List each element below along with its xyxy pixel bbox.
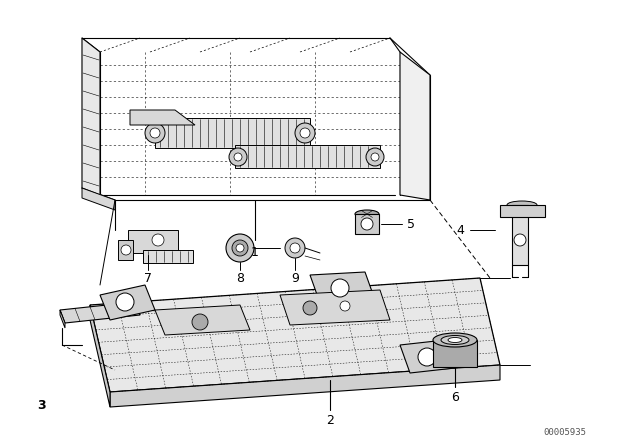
Circle shape	[236, 244, 244, 252]
Circle shape	[514, 234, 526, 246]
Polygon shape	[82, 38, 100, 195]
Text: 3: 3	[38, 399, 46, 412]
Polygon shape	[433, 340, 477, 367]
Circle shape	[145, 123, 165, 143]
Ellipse shape	[448, 337, 462, 343]
Circle shape	[331, 279, 349, 297]
Ellipse shape	[441, 336, 469, 345]
Polygon shape	[60, 310, 65, 328]
Text: 2: 2	[326, 414, 334, 426]
Polygon shape	[400, 52, 430, 200]
Text: 1: 1	[251, 246, 259, 258]
Polygon shape	[110, 365, 500, 407]
Polygon shape	[90, 278, 500, 392]
Circle shape	[361, 218, 373, 230]
Polygon shape	[100, 285, 155, 320]
Circle shape	[285, 238, 305, 258]
Polygon shape	[235, 145, 380, 168]
Circle shape	[371, 153, 379, 161]
Circle shape	[234, 153, 242, 161]
Polygon shape	[355, 214, 379, 234]
Text: 8: 8	[236, 271, 244, 284]
Circle shape	[340, 301, 350, 311]
Circle shape	[295, 123, 315, 143]
Text: 9: 9	[291, 271, 299, 284]
Text: 7: 7	[144, 271, 152, 284]
Circle shape	[121, 245, 131, 255]
Ellipse shape	[355, 210, 379, 218]
Polygon shape	[82, 188, 115, 210]
Text: 6: 6	[451, 391, 459, 404]
Circle shape	[418, 348, 436, 366]
Circle shape	[229, 148, 247, 166]
Ellipse shape	[433, 333, 477, 347]
Circle shape	[232, 240, 248, 256]
Text: 4: 4	[456, 224, 464, 237]
Polygon shape	[310, 272, 375, 303]
Polygon shape	[128, 230, 178, 253]
Polygon shape	[400, 340, 455, 373]
Circle shape	[290, 243, 300, 253]
Polygon shape	[143, 250, 193, 263]
Circle shape	[192, 314, 208, 330]
Polygon shape	[500, 205, 545, 217]
Polygon shape	[512, 205, 528, 265]
Polygon shape	[130, 110, 195, 125]
Polygon shape	[155, 305, 250, 335]
Circle shape	[300, 128, 310, 138]
Circle shape	[152, 234, 164, 246]
Circle shape	[366, 148, 384, 166]
Polygon shape	[155, 118, 310, 148]
Polygon shape	[280, 290, 390, 325]
Polygon shape	[118, 240, 133, 260]
Polygon shape	[60, 302, 140, 323]
Circle shape	[303, 301, 317, 315]
Polygon shape	[90, 305, 110, 407]
Circle shape	[150, 128, 160, 138]
Circle shape	[226, 234, 254, 262]
Text: 5: 5	[407, 217, 415, 231]
Ellipse shape	[507, 201, 537, 209]
Text: 00005935: 00005935	[543, 427, 586, 436]
Circle shape	[116, 293, 134, 311]
